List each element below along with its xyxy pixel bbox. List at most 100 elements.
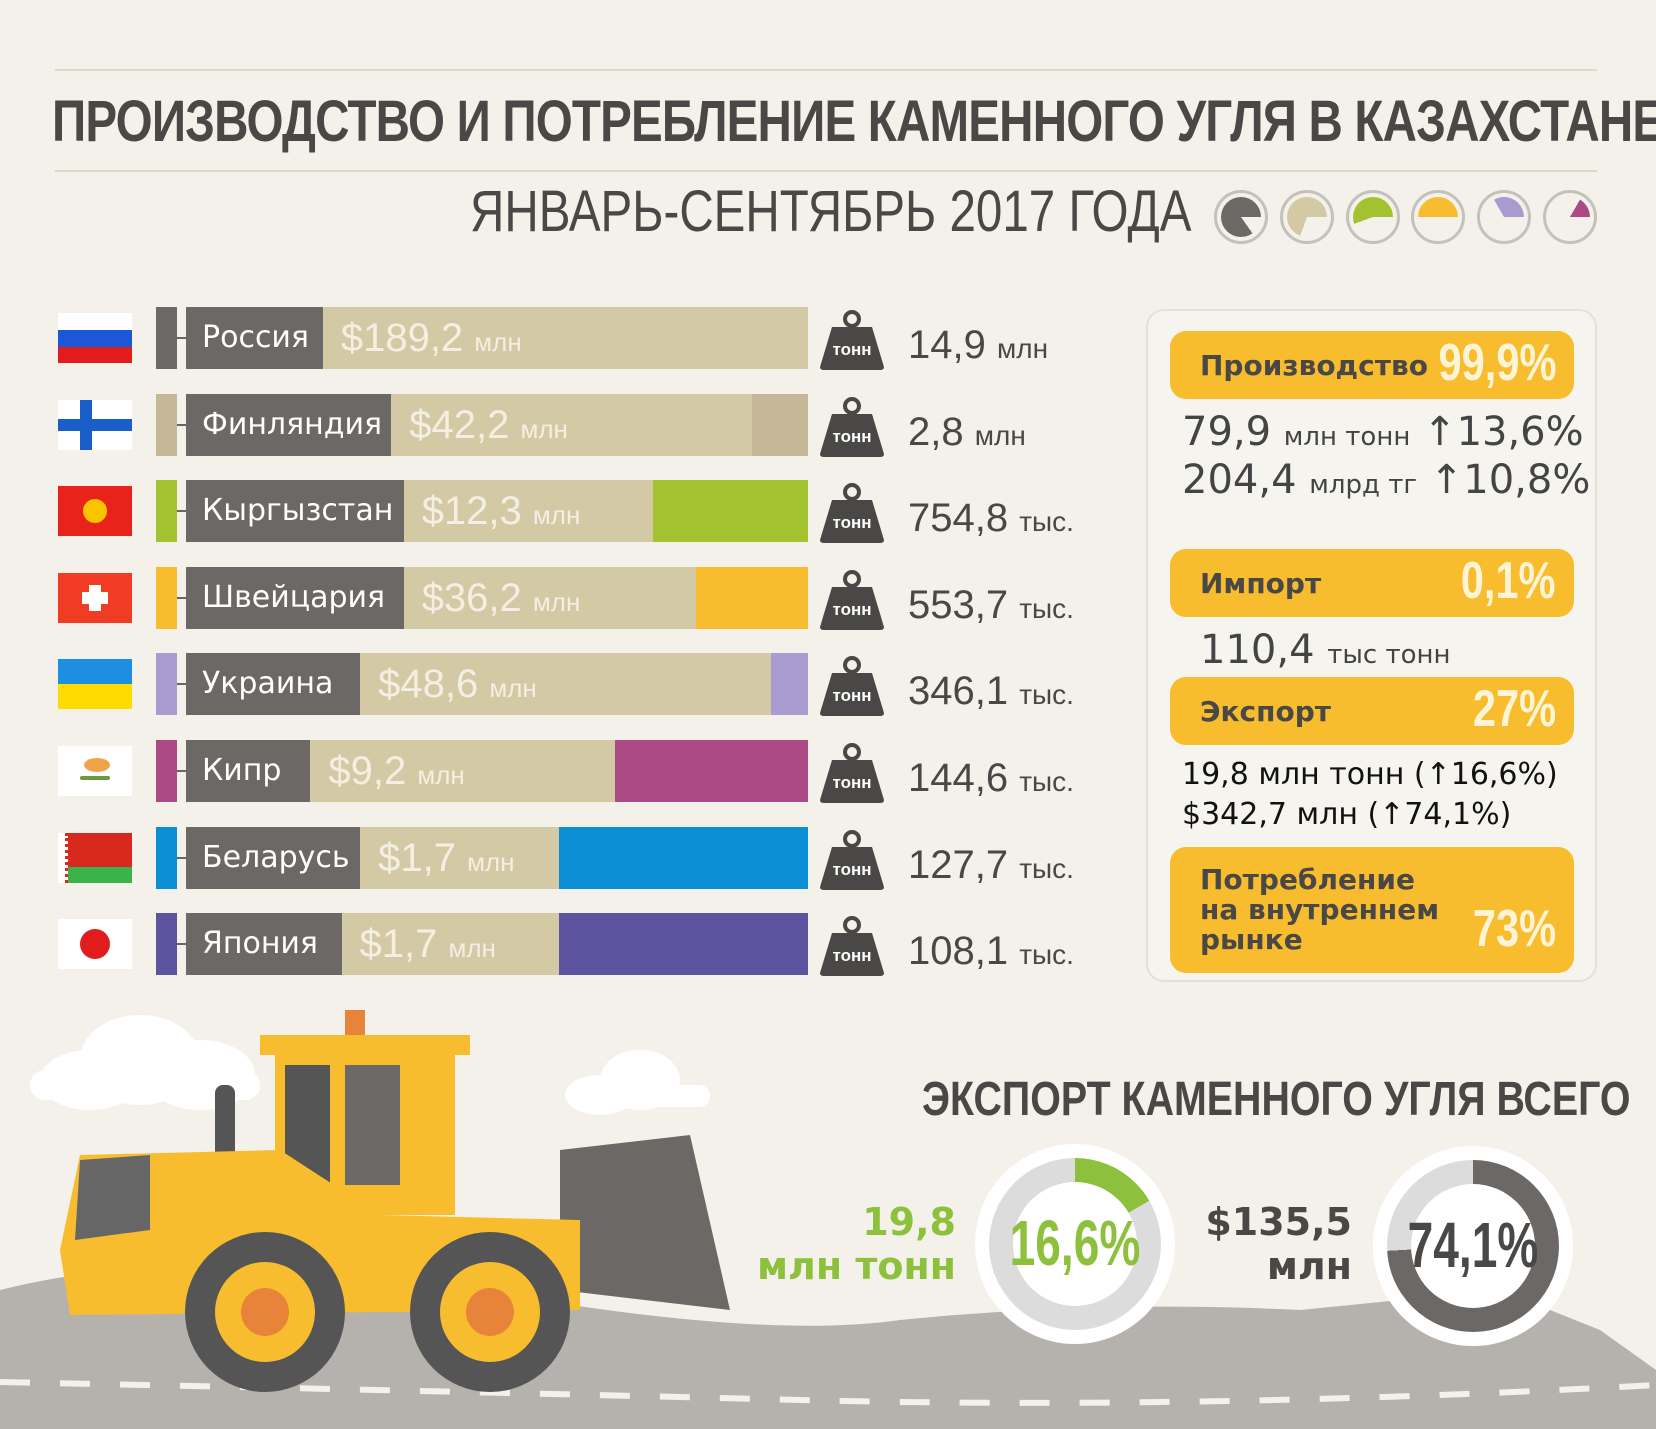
country-color-segment	[770, 653, 808, 716]
tonnage-value: 553,7	[908, 582, 1009, 627]
country-bar: Украина $48,6 млн	[186, 653, 808, 716]
tonnage-unit: тыс.	[1019, 592, 1074, 624]
export-value: $36,2 млн	[404, 567, 696, 629]
flag-icon	[58, 919, 132, 970]
export-label: Экспорт	[1200, 695, 1332, 728]
export-value: $42,2 млн	[391, 394, 752, 456]
country-color-segment	[559, 913, 808, 976]
pie-chart-icon	[1411, 190, 1465, 244]
cloud-icon	[565, 1050, 710, 1115]
export-total-title: ЭКСПОРТ КАМЕННОГО УГЛЯ ВСЕГО	[922, 1073, 1631, 1126]
country-bar: Швейцария $36,2 млн	[186, 566, 808, 629]
color-marker	[156, 913, 177, 976]
export-money-total: $135,5 млн	[1205, 1200, 1352, 1288]
export-value-unit: млн	[532, 500, 581, 531]
export-value: $189,2 млн	[323, 307, 808, 369]
weight-icon: тонн	[820, 916, 884, 977]
weight-icon: тонн	[820, 829, 884, 890]
weight-icon: тонн	[820, 656, 884, 717]
marker-tick	[177, 510, 186, 513]
color-marker	[156, 566, 177, 629]
export-tonnage-total: 19,8 млн тонн	[757, 1200, 956, 1288]
weight-icon: тонн	[820, 743, 884, 803]
country-name: Япония	[186, 913, 342, 976]
top-divider	[55, 69, 1597, 71]
country-row: Россия $189,2 млн тонн 14,9 млн	[0, 307, 1140, 370]
import-label: Импорт	[1200, 567, 1322, 600]
export-value-amount: $12,3	[421, 489, 522, 534]
export-pill: Экспорт 27%	[1170, 677, 1574, 745]
bulldozer-icon	[60, 1010, 730, 1392]
country-name: Беларусь	[186, 826, 361, 889]
flag-icon	[58, 399, 132, 450]
country-name: Швейцария	[186, 566, 404, 629]
export-value-amount: $48,6	[378, 662, 479, 707]
export-tonnage: 19,8 млн тонн (↑16,6%)	[1182, 757, 1558, 792]
country-name: Россия	[186, 307, 323, 369]
weight-label: тонн	[832, 600, 871, 619]
country-color-segment	[696, 566, 808, 629]
export-value-amount: $42,2	[409, 402, 510, 447]
weight-label: тонн	[832, 427, 871, 446]
country-color-segment	[652, 480, 808, 543]
country-bar: Кыргызстан $12,3 млн	[186, 480, 808, 543]
export-value: $12,3 млн	[404, 480, 653, 542]
country-row: Кипр $9,2 млн тонн 144,6 тыс.	[0, 740, 1140, 803]
export-value: $1,7 млн	[360, 827, 559, 889]
country-color-segment	[752, 393, 808, 456]
weight-label: тонн	[832, 860, 871, 879]
tonnage-value: 14,9	[908, 323, 986, 367]
marker-tick	[177, 337, 186, 339]
production-money: 204,4 млрд тг ↑10,8%	[1182, 457, 1590, 503]
export-value-amount: $9,2	[328, 749, 407, 793]
tonnage-unit: тыс.	[1019, 506, 1074, 538]
weight-label: тонн	[832, 946, 871, 965]
marker-tick	[177, 596, 186, 599]
production-tonnage-unit: млн тонн	[1283, 422, 1411, 452]
tonnage-value: 144,6	[908, 756, 1009, 800]
tonnage-value: 754,8	[908, 496, 1009, 541]
marker-tick	[177, 683, 186, 686]
production-money-value: 204,4	[1182, 457, 1297, 503]
flag-icon	[58, 486, 132, 537]
export-value-unit: млн	[489, 673, 537, 704]
export-value-unit: млн	[467, 846, 515, 877]
production-tonnage-value: 79,9	[1182, 409, 1272, 455]
color-marker	[156, 307, 177, 369]
country-row: Швейцария $36,2 млн тонн 553,7 тыс.	[0, 566, 1140, 630]
color-marker	[156, 740, 177, 802]
import-volume: 110,4 тыс тонн	[1200, 627, 1451, 673]
export-value: $9,2 млн	[310, 740, 615, 802]
flag-icon	[58, 659, 132, 710]
weight-label: тонн	[832, 686, 871, 705]
pie-chart-icon	[1214, 190, 1268, 244]
country-row: Кыргызстан $12,3 млн тонн 754,8 тыс.	[0, 480, 1140, 544]
tonnage-unit: млн	[996, 333, 1049, 364]
export-value-unit: млн	[417, 760, 465, 790]
donut-hole	[1013, 1182, 1137, 1306]
tonnage: 14,9 млн	[908, 323, 1048, 368]
export-value: $1,7 млн	[342, 913, 560, 975]
color-marker	[156, 826, 177, 889]
production-label: Производство	[1200, 349, 1428, 382]
money-growth-donut: 74,1%	[1373, 1146, 1573, 1346]
country-bar: Беларусь $1,7 млн	[186, 826, 808, 889]
weight-icon: тонн	[820, 483, 884, 544]
tonnage-value: 127,7	[908, 842, 1009, 887]
domestic-pill: Потребление на внутреннем рынке 73%	[1170, 847, 1574, 973]
tonnage-unit: млн	[974, 419, 1026, 451]
tonnage-unit: тыс.	[1019, 852, 1074, 884]
export-value-unit: млн	[448, 933, 496, 964]
marker-tick	[177, 856, 186, 859]
production-percent: 99,9%	[1438, 334, 1556, 392]
tonnage-unit: тыс.	[1019, 679, 1074, 711]
pie-chart-icon	[1543, 190, 1597, 244]
flag-icon	[58, 572, 132, 623]
domestic-label-line: на внутреннем	[1200, 893, 1440, 926]
country-name: Украина	[186, 653, 361, 716]
flag-icon	[58, 832, 132, 883]
export-percent: 27%	[1472, 680, 1556, 738]
tonnage-value: 346,1	[908, 669, 1009, 714]
weight-icon: тонн	[820, 569, 884, 630]
export-value-amount: $1,7	[378, 835, 457, 880]
